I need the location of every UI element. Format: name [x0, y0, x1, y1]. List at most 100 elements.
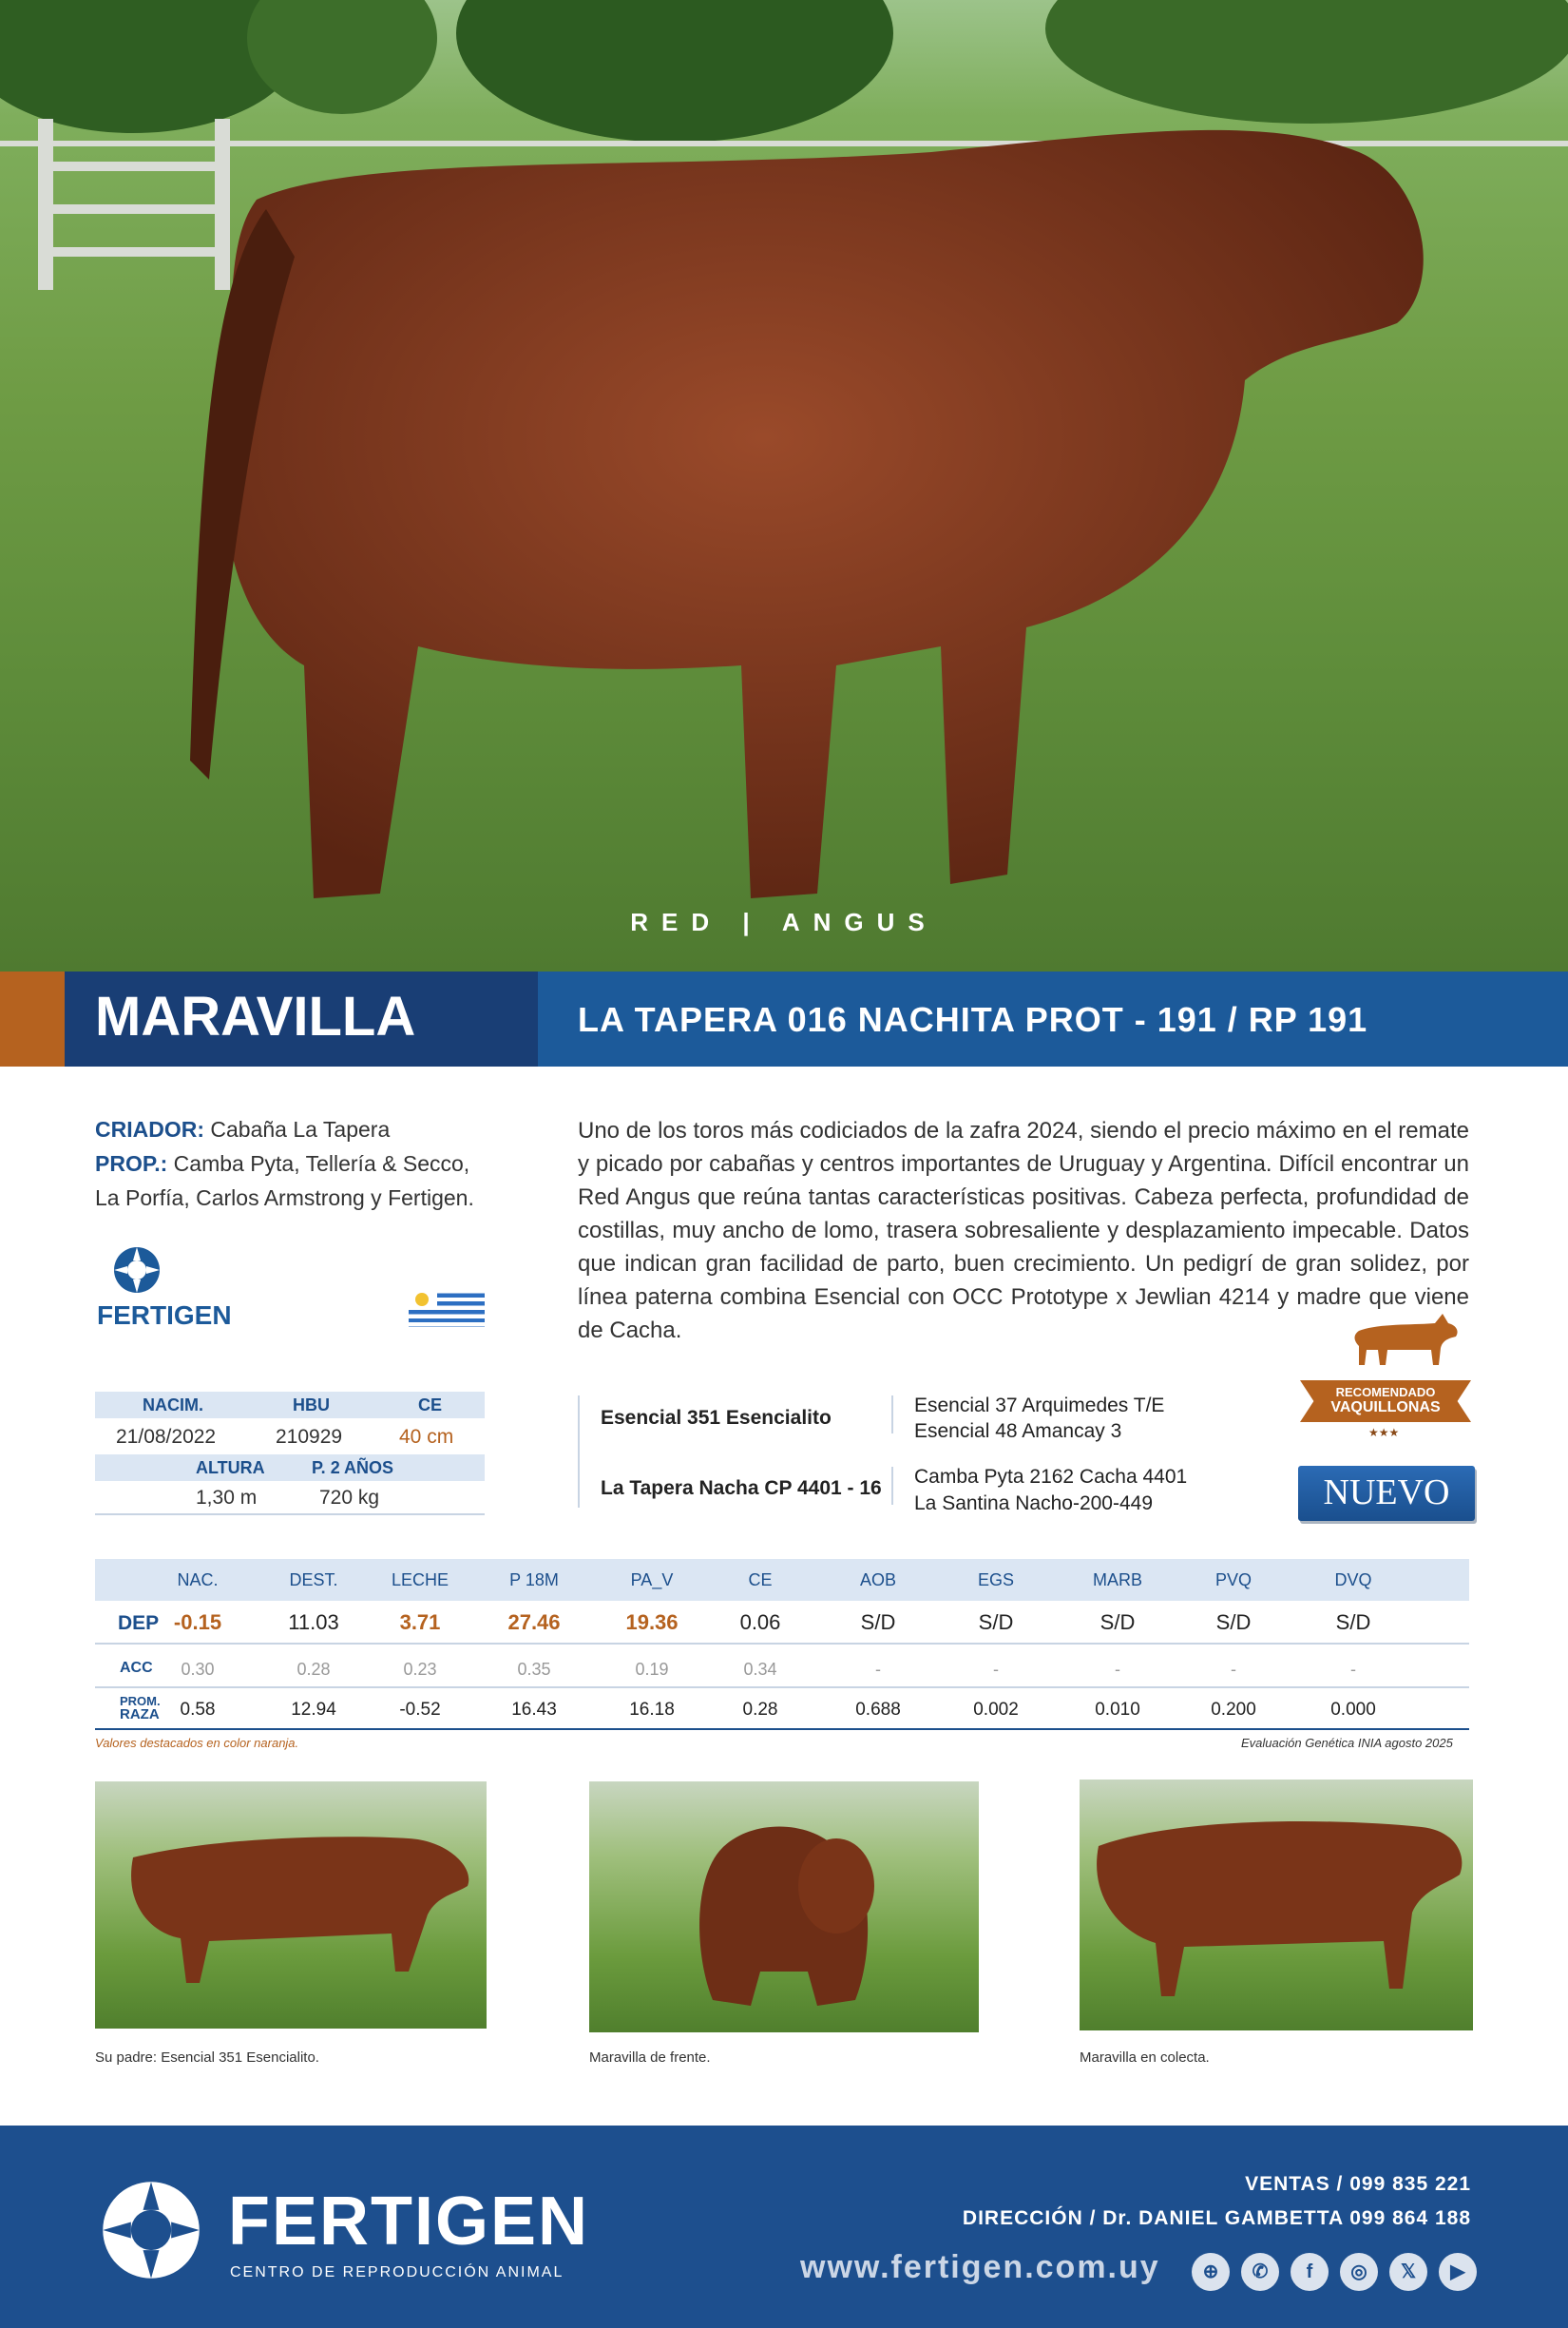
stats-header-2: ALTURA P. 2 AÑOS: [95, 1454, 485, 1481]
stats-h-ce: CE: [418, 1395, 443, 1414]
website-link[interactable]: www.fertigen.com.uy: [800, 2249, 1160, 2285]
whatsapp-icon[interactable]: ✆: [1241, 2253, 1279, 2291]
photo-collection: [1080, 1780, 1473, 2030]
fence-post: [215, 119, 230, 290]
raza-row-label-2: RAZA: [120, 1706, 160, 1722]
acc-cell: 0.35: [517, 1660, 551, 1679]
caption-collection: Maravilla en colecta.: [1080, 2049, 1210, 2066]
facebook-icon[interactable]: f: [1291, 2253, 1329, 2291]
stats-ce: 40 cm: [399, 1426, 454, 1448]
acc-row-label: ACC: [120, 1660, 153, 1676]
dep-cell: S/D: [860, 1610, 896, 1634]
prop-value-2: La Porfía, Carlos Armstrong y Fertigen.: [95, 1185, 474, 1210]
divider: [95, 1686, 1469, 1688]
stars-icon: ★★★: [1368, 1426, 1400, 1439]
raza-cell: 0.58: [180, 1700, 216, 1720]
dep-cell: S/D: [978, 1610, 1014, 1634]
gate: [38, 204, 228, 214]
stats-h-altura: ALTURA: [196, 1458, 265, 1477]
stats-header-1: NACIM. HBU CE: [95, 1392, 485, 1418]
stats-hbu: 210929: [276, 1426, 343, 1448]
recommended-target: VAQUILLONAS: [1330, 1399, 1441, 1415]
youtube-icon[interactable]: ▶: [1439, 2253, 1477, 2291]
fertigen-logo-icon: [99, 2178, 203, 2282]
bull-image: [190, 129, 1424, 898]
stats-h-hbu: HBU: [293, 1395, 330, 1414]
divider: [891, 1467, 893, 1505]
caption-sire: Su padre: Esencial 351 Esencialito.: [95, 2049, 319, 2066]
acc-cell: 0.34: [743, 1660, 777, 1679]
fertigen-small-logo: FERTIGEN: [97, 1300, 232, 1330]
pedigree-sire-sire: Esencial 37 Arquimedes T/E: [914, 1395, 1165, 1416]
acc-cell: 0.28: [296, 1660, 331, 1679]
dep-header-cell: CE: [748, 1570, 773, 1589]
dep-cell: 11.03: [288, 1610, 339, 1634]
divider: [95, 1728, 1469, 1730]
dep-header-cell: DEST.: [289, 1570, 338, 1589]
hero-photo: RED | ANGUS: [0, 0, 1568, 972]
acc-cell: -: [1350, 1660, 1356, 1679]
uruguay-flag-icon: [409, 1289, 485, 1327]
accent-tab: [0, 972, 65, 1067]
animal-name: MARAVILLA: [95, 986, 416, 1048]
acc-cell: -: [1231, 1660, 1236, 1679]
raza-cell: -0.52: [399, 1700, 441, 1720]
caption-front: Maravilla de frente.: [589, 2049, 711, 2066]
stats-nacim: 21/08/2022: [116, 1426, 217, 1448]
stats-h-nacim: NACIM.: [143, 1395, 203, 1414]
dep-table-header: [95, 1559, 1469, 1601]
divider: [95, 1513, 485, 1515]
dep-header-cell: P 18M: [509, 1570, 559, 1589]
raza-row-label: PROM. RAZA: [120, 1695, 161, 1722]
pedigree-dam: La Tapera Nacha CP 4401 - 16: [601, 1477, 882, 1499]
divider: [578, 1395, 580, 1508]
dep-cell: 27.46: [507, 1610, 561, 1634]
fence-rail: [0, 141, 1568, 146]
raza-row-label-1: PROM.: [120, 1694, 161, 1708]
registration-band: [538, 972, 1568, 1067]
dep-cell: -0.15: [173, 1610, 222, 1634]
globe-icon[interactable]: ⊕: [1192, 2253, 1230, 2291]
raza-cell: 12.94: [291, 1700, 336, 1720]
dep-cell: 3.71: [399, 1610, 441, 1634]
description: Uno de los toros más codiciados de la za…: [578, 1118, 1469, 1343]
criador-label: CRIADOR:: [95, 1117, 204, 1142]
raza-cell: 0.000: [1330, 1700, 1376, 1720]
dep-cell: S/D: [1215, 1610, 1252, 1634]
breeder-info: CRIADOR: Cabaña La Tapera PROP.: Camba P…: [95, 1112, 532, 1215]
photo-sire: [95, 1781, 487, 2029]
raza-cell: 16.43: [511, 1700, 557, 1720]
dep-header-cell: AOB: [859, 1570, 896, 1589]
prop-label: PROP.:: [95, 1151, 168, 1176]
dep-cell: 0.06: [739, 1610, 781, 1634]
acc-cell: 0.19: [635, 1660, 669, 1679]
photo-front: [589, 1781, 979, 2032]
dep-header-cell: LECHE: [391, 1570, 449, 1589]
name-band: [65, 972, 538, 1067]
stats-altura: 1,30 m: [196, 1487, 258, 1509]
pedigree-dam-sire: Camba Pyta 2162 Cacha 4401: [914, 1466, 1188, 1488]
dep-header-cell: MARB: [1092, 1570, 1142, 1589]
raza-cell: 0.002: [973, 1700, 1019, 1720]
footer-director: DIRECCIÓN / Dr. DANIEL GAMBETTA 099 864 …: [962, 2207, 1471, 2229]
prop-value: Camba Pyta, Tellería & Secco,: [173, 1151, 470, 1176]
dep-header-cell: PVQ: [1214, 1570, 1252, 1589]
instagram-icon[interactable]: ◎: [1340, 2253, 1378, 2291]
breed-label: RED | ANGUS: [630, 908, 938, 936]
raza-cell: 0.28: [742, 1700, 778, 1720]
dep-cell: S/D: [1335, 1610, 1371, 1634]
recommended-label: RECOMENDADO: [1335, 1385, 1436, 1399]
divider: [95, 1643, 1469, 1645]
stats-p2: 720 kg: [319, 1487, 380, 1509]
x-icon[interactable]: 𝕏: [1389, 2253, 1427, 2291]
pedigree-dam-dam: La Santina Nacho-200-449: [914, 1492, 1154, 1514]
new-label: NUEVO: [1323, 1472, 1450, 1512]
recommended-badge: RECOMENDADO VAQUILLONAS: [1300, 1380, 1471, 1422]
dep-cell: 19.36: [625, 1610, 679, 1634]
footer-tagline: CENTRO DE REPRODUCCIÓN ANIMAL: [230, 2264, 564, 2280]
acc-cell: 0.23: [403, 1660, 437, 1679]
dep-header-cell: NAC.: [177, 1570, 219, 1589]
gate: [38, 247, 228, 257]
footer-brand: FERTIGEN: [228, 2184, 590, 2260]
new-badge: NUEVO: [1298, 1466, 1475, 1521]
